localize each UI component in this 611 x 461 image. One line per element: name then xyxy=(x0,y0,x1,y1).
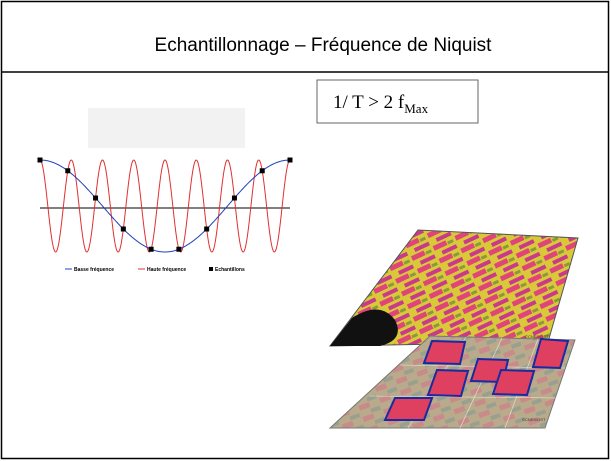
legend-entry: Haute fréquence xyxy=(147,267,186,273)
sample-point xyxy=(204,227,209,232)
legend-swatch xyxy=(209,267,213,271)
legend-entry: Echantillons xyxy=(215,267,245,273)
figure-legend: Basse fréquence Haute fréquence Echantil… xyxy=(65,267,245,273)
legend-entry: Basse fréquence xyxy=(74,267,114,273)
sample-point xyxy=(93,196,98,201)
sample-point xyxy=(38,158,43,163)
slide-title: Echantillonnage – Fréquence de Niquist xyxy=(155,35,493,56)
sample-point xyxy=(232,196,237,201)
placeholder-box xyxy=(88,108,245,148)
watermark: ©CNES/OST xyxy=(522,417,546,422)
sample-point xyxy=(176,247,181,252)
formula-subscript: Max xyxy=(404,101,428,116)
sample-point xyxy=(121,227,126,232)
sample-point xyxy=(65,168,70,173)
sample-point xyxy=(288,158,293,163)
slide: Echantillonnage – Fréquence de Niquist 1… xyxy=(0,0,611,461)
formula-main: 1/ T > 2 f xyxy=(333,92,405,113)
sample-point xyxy=(260,168,265,173)
sample-point xyxy=(149,247,154,252)
page: Echantillonnage – Fréquence de Niquist 1… xyxy=(0,0,611,461)
